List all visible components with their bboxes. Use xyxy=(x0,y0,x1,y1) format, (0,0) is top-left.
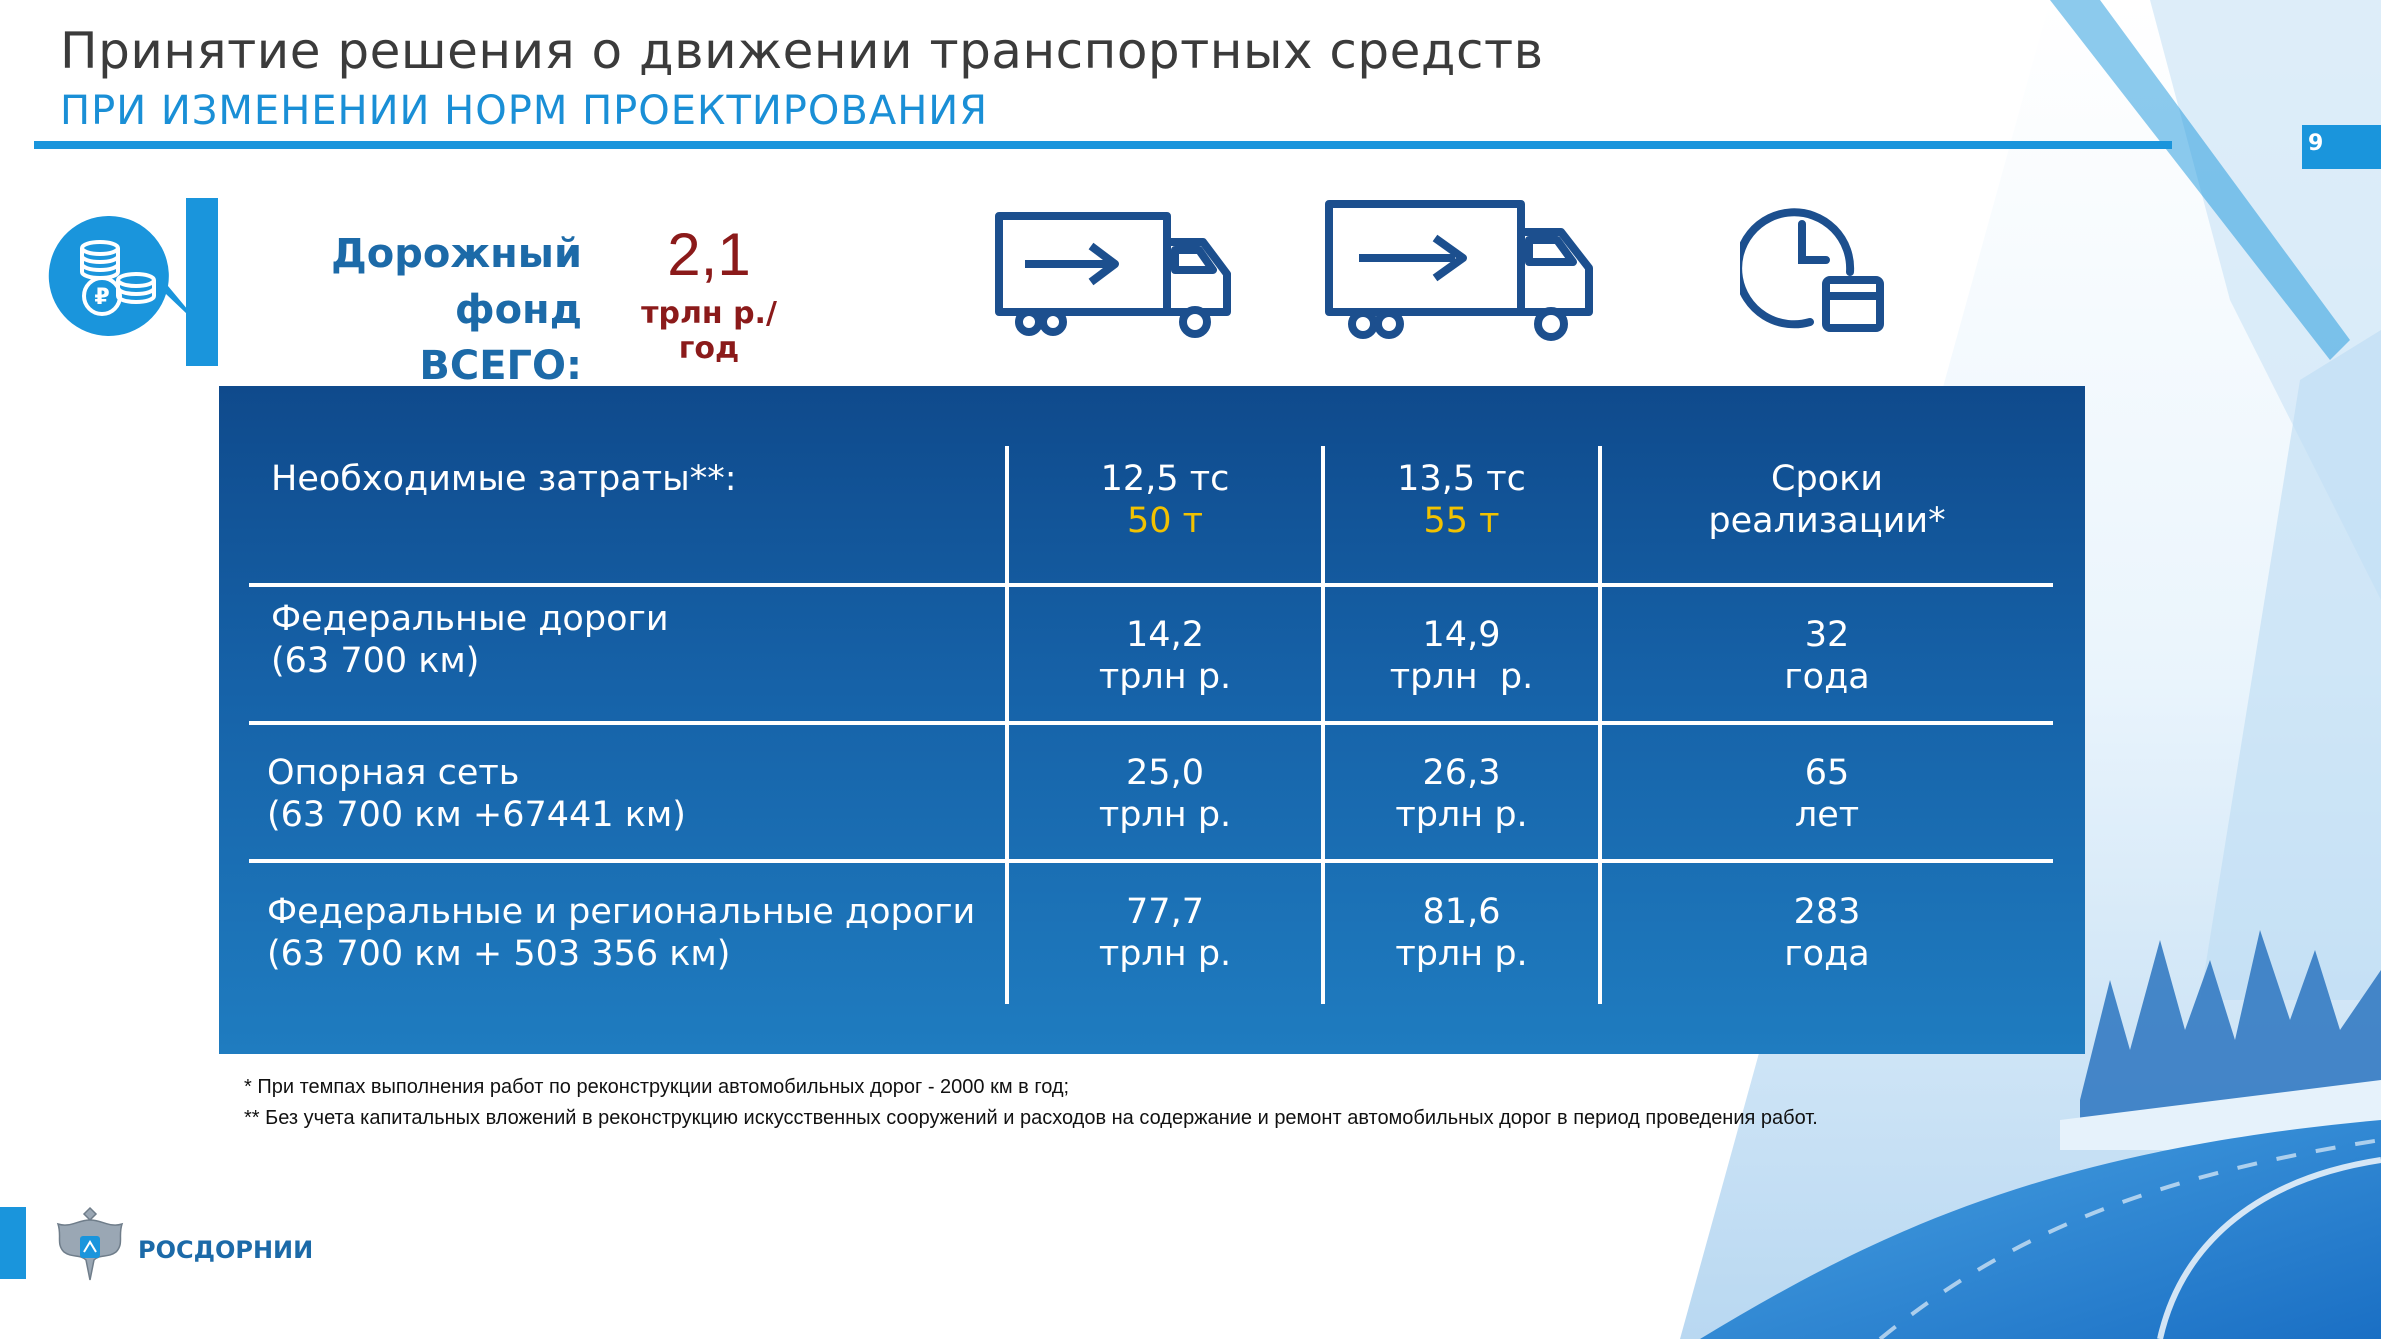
cell-unit: трлн р. xyxy=(1395,934,1528,974)
cell-value: 14,9 xyxy=(1422,615,1501,655)
table-divider xyxy=(249,859,2053,863)
cell-unit: года xyxy=(1784,657,1870,697)
table-cell: 14,9 трлн р. xyxy=(1325,614,1598,698)
fund-label: Дорожный фонд ВСЕГО: xyxy=(232,226,582,394)
table-header-label: Необходимые затраты**: xyxy=(271,459,737,499)
table-cell: 14,2 трлн р. xyxy=(1009,614,1321,698)
table-cell: 81,6 трлн р. xyxy=(1325,891,1598,975)
table-cell: 25,0 трлн р. xyxy=(1009,752,1321,836)
fund-label-line2: ВСЕГО: xyxy=(419,343,582,389)
table-header-col2: 13,5 тс 55 т xyxy=(1325,458,1598,542)
cost-table: Необходимые затраты**: 12,5 тс 50 т 13,5… xyxy=(219,386,2085,1054)
footnote-1: * При темпах выполнения работ по реконст… xyxy=(244,1076,1070,1098)
table-cell: 77,7 трлн р. xyxy=(1009,891,1321,975)
page-subtitle: ПРИ ИЗМЕНЕНИИ НОРМ ПРОЕКТИРОВАНИЯ xyxy=(60,88,988,134)
table-divider xyxy=(1598,446,1602,1004)
eagle-emblem-icon xyxy=(56,1206,124,1281)
clock-calendar-icon xyxy=(1740,208,1884,332)
cell-unit: трлн р. xyxy=(1098,934,1232,974)
table-row-label: Опорная сеть (63 700 км +67441 км) xyxy=(267,752,686,836)
cell-unit: трлн р. xyxy=(1395,795,1528,835)
cell-value: 81,6 xyxy=(1422,892,1501,932)
table-row-label: Федеральные дороги (63 700 км) xyxy=(271,598,669,682)
table-divider xyxy=(1321,446,1325,1004)
table-divider xyxy=(249,583,2053,587)
table-cell: 32 года xyxy=(1602,614,2052,698)
table-cell: 283 года xyxy=(1602,891,2052,975)
fund-label-line1: Дорожный фонд xyxy=(331,231,582,333)
table-cell: 26,3 трлн р. xyxy=(1325,752,1598,836)
row-label-line2: (63 700 км +67441 км) xyxy=(267,795,686,835)
cell-value: 77,7 xyxy=(1126,892,1204,932)
table-divider xyxy=(1005,446,1009,1004)
page-number: 9 xyxy=(2308,131,2324,156)
table-cell: 65 лет xyxy=(1602,752,2052,836)
row-label-line1: Опорная сеть xyxy=(267,753,520,793)
fund-unit: трлн р./год xyxy=(641,296,777,366)
page-number-badge: 9 xyxy=(2302,125,2381,169)
col3-line2: реализации* xyxy=(1708,501,1946,541)
col1-line1: 12,5 тс xyxy=(1100,459,1230,499)
row-label-line1: Федеральные дороги xyxy=(271,599,669,639)
col2-line1: 13,5 тс xyxy=(1397,459,1526,499)
fund-accent-bar xyxy=(186,198,218,366)
table-row-label: Федеральные и региональные дороги (63 70… xyxy=(267,891,975,975)
cell-unit: трлн р. xyxy=(1389,657,1534,697)
table-header-col3: Сроки реализации* xyxy=(1602,458,2052,542)
cell-unit: трлн р. xyxy=(1098,795,1232,835)
cell-unit: трлн р. xyxy=(1098,657,1232,697)
table-header-col1: 12,5 тс 50 т xyxy=(1009,458,1321,542)
page-title: Принятие решения о движении транспортных… xyxy=(60,22,1544,80)
cell-unit: лет xyxy=(1794,795,1860,835)
fund-value: 2,1 xyxy=(667,221,751,288)
company-logo-text: РОСДОРНИИ xyxy=(138,1236,314,1264)
truck-icon xyxy=(995,212,1231,338)
cell-value: 65 xyxy=(1804,753,1850,793)
coins-ruble-icon: ₽ xyxy=(48,216,208,336)
cell-value: 32 xyxy=(1804,615,1850,655)
table-divider xyxy=(249,721,2053,725)
cell-value: 25,0 xyxy=(1126,753,1204,793)
col2-line2: 55 т xyxy=(1423,501,1500,541)
row-label-line2: (63 700 км) xyxy=(271,641,480,681)
col1-line2: 50 т xyxy=(1126,501,1204,541)
cell-value: 283 xyxy=(1793,892,1861,932)
row-label-line1: Федеральные и региональные дороги xyxy=(267,892,976,932)
truck-icon xyxy=(1325,200,1593,341)
row-label-line2: (63 700 км + 503 356 км) xyxy=(267,934,731,974)
cell-value: 26,3 xyxy=(1422,753,1501,793)
header-divider xyxy=(34,141,2172,149)
logo-accent-bar xyxy=(0,1207,26,1279)
cell-unit: года xyxy=(1784,934,1870,974)
col3-line1: Сроки xyxy=(1771,459,1883,499)
footnote-2: ** Без учета капитальных вложений в реко… xyxy=(244,1107,1818,1129)
cell-value: 14,2 xyxy=(1126,615,1204,655)
svg-text:₽: ₽ xyxy=(94,285,109,310)
